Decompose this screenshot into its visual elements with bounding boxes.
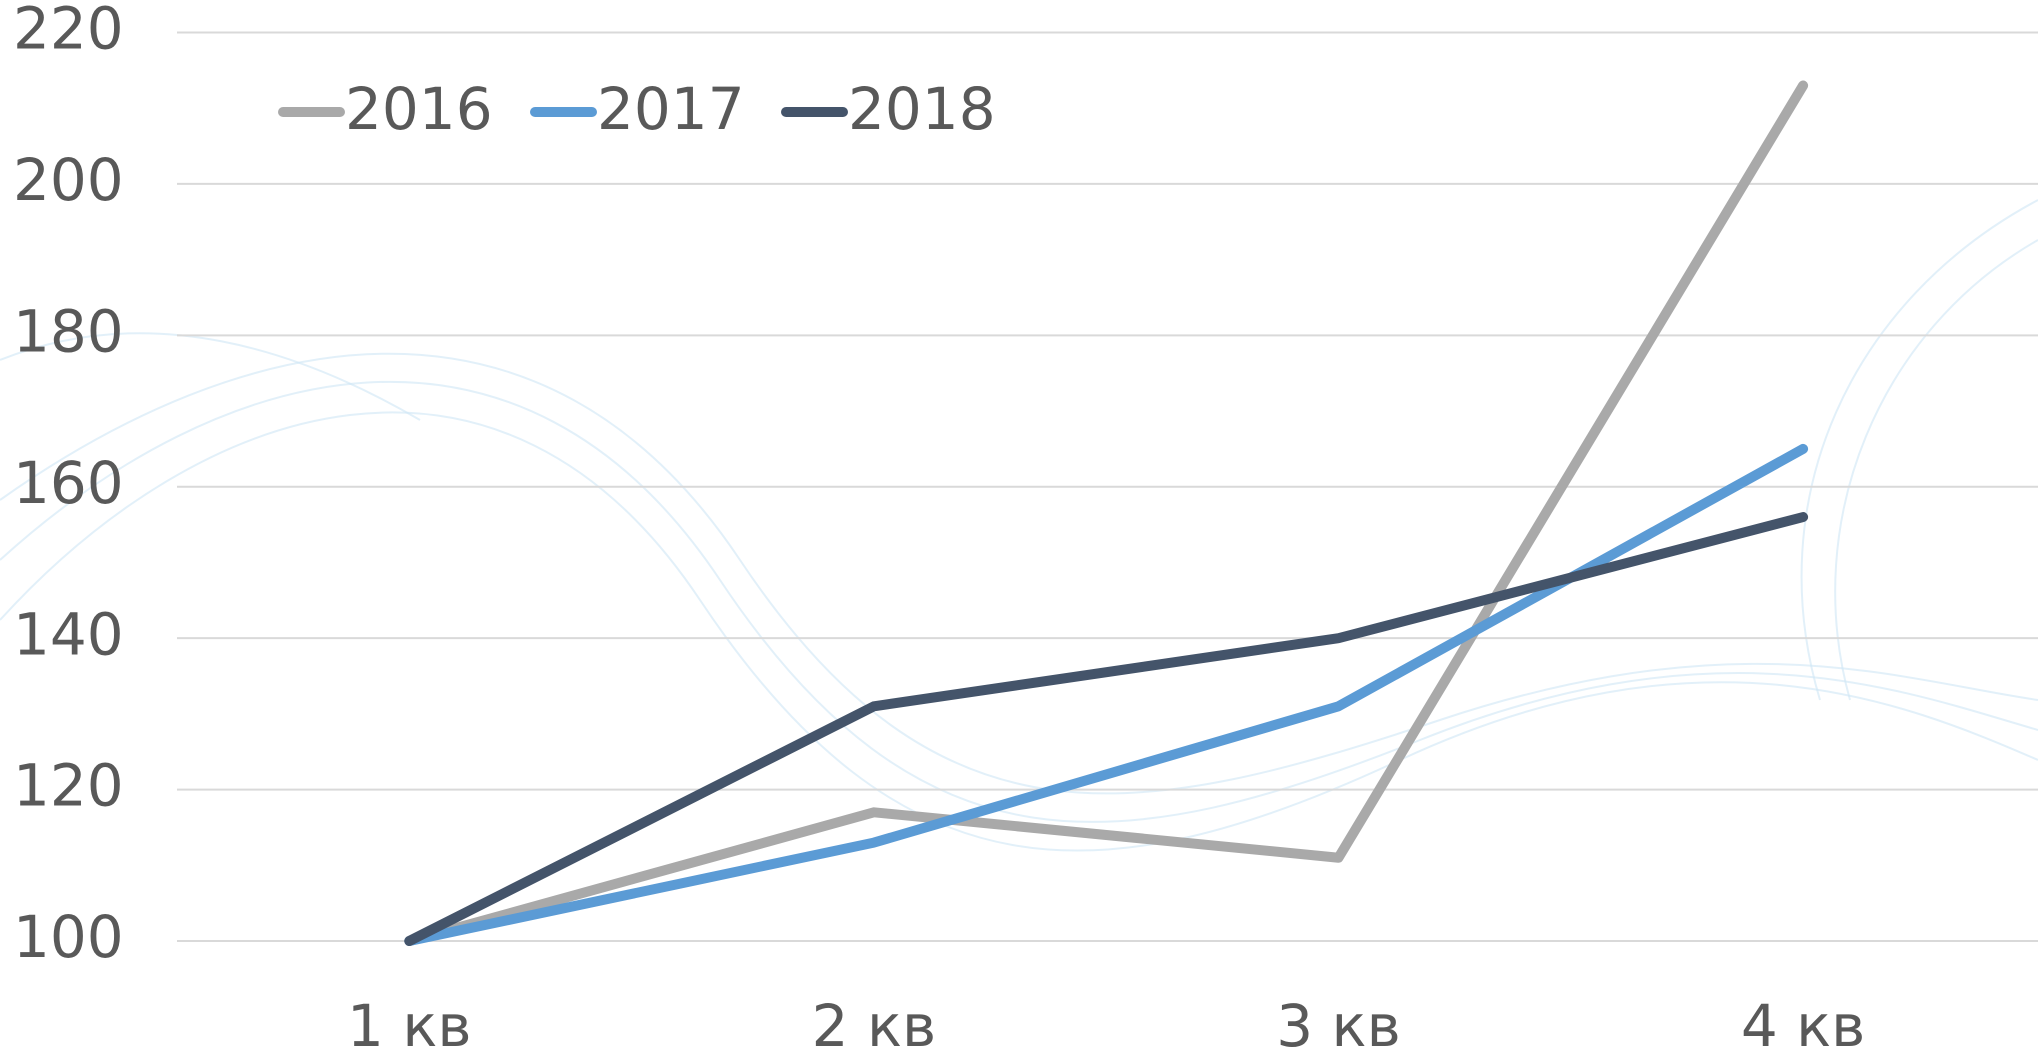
y-tick-label: 100 (13, 903, 124, 971)
y-tick-label: 220 (13, 0, 124, 63)
background-decoration (0, 199, 2038, 852)
legend-label: 2016 (345, 75, 493, 143)
y-tick-label: 160 (13, 449, 124, 517)
y-tick-label: 200 (13, 146, 124, 214)
y-tick-label: 140 (13, 600, 124, 668)
series-line (404, 80, 1809, 946)
series-line (404, 512, 1809, 946)
y-tick-label: 120 (13, 752, 124, 820)
legend-label: 2018 (848, 75, 996, 143)
y-tick-label: 180 (13, 297, 124, 365)
x-tick-label: 2 кв (812, 992, 937, 1054)
legend-label: 2017 (597, 75, 745, 143)
x-tick-label: 4 кв (1741, 992, 1866, 1054)
x-tick-label: 3 кв (1276, 992, 1401, 1054)
x-tick-label: 1 кв (347, 992, 472, 1054)
